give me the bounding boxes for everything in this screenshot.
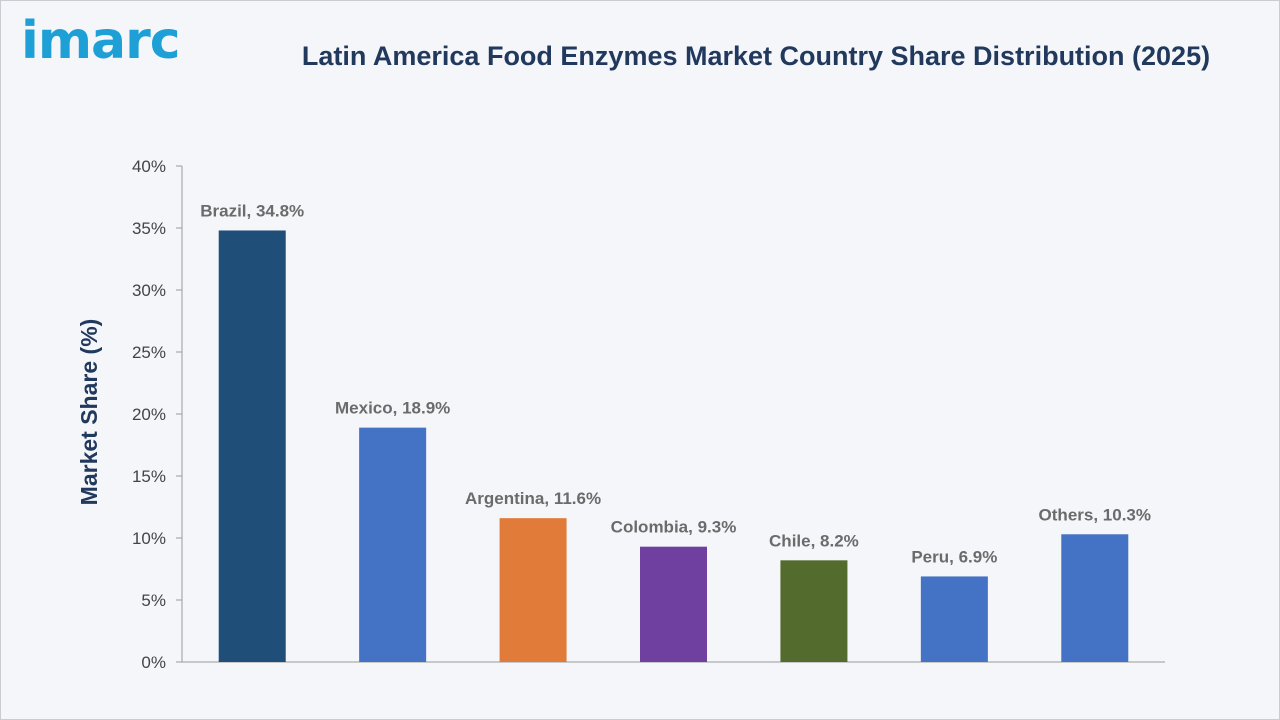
data-label-chile: Chile, 8.2% — [769, 531, 859, 550]
y-axis: 0% 5% 10% 15% 20% 25% 30% 35% 40% — [132, 157, 183, 672]
bar-brazil — [218, 230, 286, 663]
bars — [218, 230, 1129, 663]
y-tick-label: 20% — [132, 405, 166, 424]
y-tick-label: 35% — [132, 219, 166, 238]
bar-argentina — [499, 518, 567, 662]
y-tick-label: 10% — [132, 529, 166, 548]
logo-text: imarc — [21, 11, 181, 71]
bar-colombia — [640, 546, 707, 662]
chart-title: Latin America Food Enzymes Market Countr… — [301, 41, 1211, 71]
data-label-others: Others, 10.3% — [1039, 505, 1151, 524]
y-tick-label: 40% — [132, 157, 166, 176]
data-label-argentina: Argentina, 11.6% — [465, 489, 601, 508]
y-axis-title: Market Share (%) — [76, 319, 102, 506]
bar-peru — [920, 576, 988, 662]
bar-chile — [780, 560, 848, 662]
data-label-colombia: Colombia, 9.3% — [611, 518, 737, 537]
data-label-peru: Peru, 6.9% — [911, 547, 997, 566]
bar-mexico — [359, 427, 427, 662]
data-labels: Brazil, 34.8% Mexico, 18.9% Argentina, 11.… — [200, 201, 1151, 566]
data-label-mexico: Mexico, 18.9% — [335, 399, 450, 418]
y-tick-label: 25% — [132, 343, 166, 362]
bar-others — [1061, 534, 1129, 662]
y-tick-label: 15% — [132, 467, 166, 486]
data-label-brazil: Brazil, 34.8% — [200, 201, 304, 220]
imarc-logo: imarc — [21, 15, 211, 85]
y-tick-label: 0% — [141, 653, 166, 672]
y-tick-label: 5% — [141, 591, 166, 610]
y-tick-label: 30% — [132, 281, 166, 300]
